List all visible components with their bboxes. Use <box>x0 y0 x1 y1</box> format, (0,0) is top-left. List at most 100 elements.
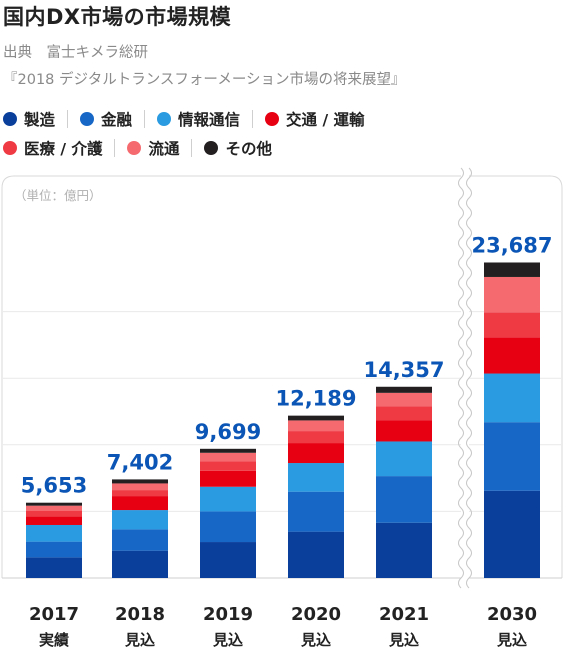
bar-segment <box>26 541 82 558</box>
bar-segment <box>26 524 82 542</box>
bar-segment <box>376 441 432 477</box>
category-label: 2020 <box>291 604 341 625</box>
bar-segment <box>288 531 344 578</box>
unit-label: （単位：億円） <box>14 188 102 203</box>
bars <box>26 262 540 578</box>
bar-segment <box>376 392 432 407</box>
bar-segment <box>200 461 256 471</box>
bar-segment <box>26 516 82 525</box>
bar-segment <box>288 431 344 444</box>
legend-separator <box>114 138 116 157</box>
bar-segment <box>484 276 540 313</box>
bar-segment <box>288 443 344 464</box>
labels: （単位：億円） 5,653 2017 実績 7,402 2018 見込 9,699 2019 見込… <box>14 188 553 649</box>
bar-segment <box>200 542 256 578</box>
legend-label-transport: 交通 / 運輸 <box>286 110 365 129</box>
legend-item-finance: 金融 <box>80 108 132 130</box>
category-label: 2021 <box>379 604 429 625</box>
bar-segment <box>200 470 256 487</box>
bar-segment <box>200 511 256 543</box>
bar-segment <box>200 448 256 453</box>
legend-label-manufacturing: 製造 <box>24 110 56 129</box>
total-label: 12,189 <box>275 387 356 411</box>
legend-item-transport: 交通 / 運輸 <box>265 108 365 130</box>
bar-segment <box>112 479 168 484</box>
bar-segment <box>376 522 432 578</box>
legend-separator <box>252 109 254 128</box>
legend-dot-other <box>204 140 219 155</box>
total-label: 14,357 <box>363 358 444 382</box>
axis-break-gap <box>461 166 469 588</box>
legend-separator <box>144 109 146 128</box>
bar-segment <box>484 262 540 277</box>
legend-dot-distribution <box>127 140 142 155</box>
legend-row-2: 医療 / 介護 流通 その他 <box>3 133 543 162</box>
bar-segment <box>484 312 540 338</box>
legend-dot-finance <box>80 111 95 126</box>
category-label: 2030 <box>487 604 537 625</box>
source-line-1: 出典 富士キメラ総研 <box>3 45 148 61</box>
legend-separator <box>191 138 193 157</box>
bar-segment <box>484 422 540 491</box>
bar-segment <box>376 420 432 442</box>
category-label: 2017 <box>29 604 79 625</box>
legend-item-other: その他 <box>204 137 272 159</box>
bar-segment <box>288 415 344 421</box>
legend: 製造 金融 情報通信 交通 / 運輸 医療 / 介護 流通 その他 <box>3 104 543 162</box>
chart-title: 国内DX市場の市場規模 <box>3 5 232 29</box>
legend-item-medical: 医療 / 介護 <box>3 137 102 159</box>
bar-segment <box>484 373 540 423</box>
legend-label-it: 情報通信 <box>178 110 241 129</box>
bar-segment <box>26 505 82 512</box>
legend-label-finance: 金融 <box>101 110 133 129</box>
total-label: 7,402 <box>107 450 173 474</box>
category-sublabel: 見込 <box>388 631 419 649</box>
category-sublabel: 見込 <box>124 631 155 649</box>
bar-segment <box>112 510 168 530</box>
bar-segment <box>288 420 344 432</box>
legend-dot-manufacturing <box>3 111 17 126</box>
legend-label-other: その他 <box>225 139 272 158</box>
bar-segment <box>112 529 168 551</box>
axis-break-line <box>466 167 472 589</box>
bar-segment <box>376 476 432 523</box>
total-label: 23,687 <box>471 233 552 257</box>
legend-label-distribution: 流通 <box>148 139 180 158</box>
legend-dot-medical <box>3 140 17 155</box>
total-label: 5,653 <box>21 474 87 498</box>
category-sublabel: 見込 <box>496 631 527 649</box>
legend-item-distribution: 流通 <box>127 137 179 159</box>
legend-separator <box>67 109 69 128</box>
bar-segment <box>112 483 168 491</box>
bar-segment <box>288 491 344 532</box>
axis-break-line <box>458 167 464 589</box>
category-sublabel: 実績 <box>39 631 69 649</box>
bar-segment <box>376 406 432 421</box>
category-label: 2018 <box>115 604 165 625</box>
total-label: 9,699 <box>195 420 261 444</box>
bar-segment <box>484 337 540 374</box>
legend-row-1: 製造 金融 情報通信 交通 / 運輸 <box>3 104 543 133</box>
legend-item-manufacturing: 製造 <box>3 108 55 130</box>
bar-segment <box>484 490 540 578</box>
source-note: 出典 富士キメラ総研 『2018 デジタルトランスフォーメーション市場の将来展望… <box>3 40 406 94</box>
bar-segment <box>376 386 432 393</box>
category-sublabel: 見込 <box>300 631 331 649</box>
legend-label-medical: 医療 / 介護 <box>24 139 103 158</box>
legend-item-it: 情報通信 <box>157 108 240 130</box>
bar-segment <box>112 490 168 497</box>
bar-segment <box>200 452 256 462</box>
category-label: 2019 <box>203 604 253 625</box>
axis-break <box>458 166 472 589</box>
legend-dot-it <box>157 111 172 126</box>
bar-segment <box>26 502 82 506</box>
source-line-2: 『2018 デジタルトランスフォーメーション市場の将来展望』 <box>3 72 406 88</box>
bar-segment <box>200 486 256 512</box>
bar-segment <box>288 463 344 492</box>
bar-segment <box>26 511 82 517</box>
bar-segment <box>112 496 168 511</box>
category-sublabel: 見込 <box>212 631 243 649</box>
bar-segment <box>112 550 168 578</box>
bar-segment <box>26 557 82 578</box>
